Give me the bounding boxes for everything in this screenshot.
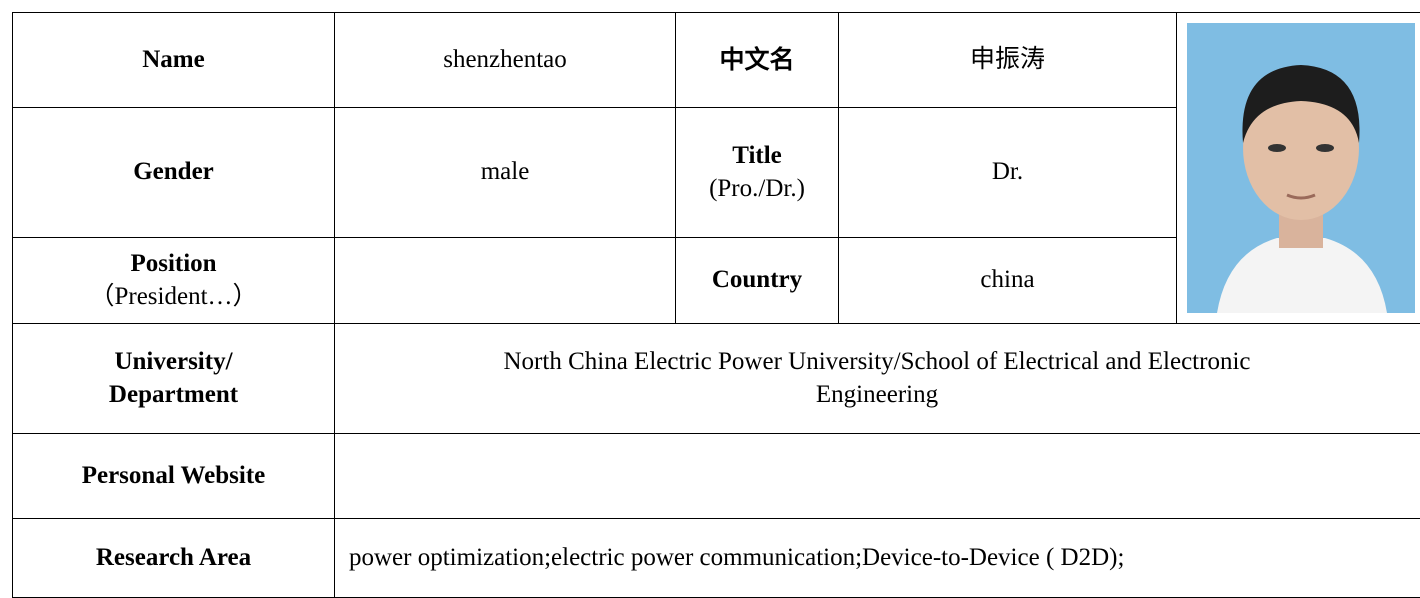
label: 中文名 xyxy=(719,44,795,74)
label: Personal Website xyxy=(81,461,266,489)
label-cell: University/Department xyxy=(12,323,335,434)
value: North China Electric Power University/Sc… xyxy=(503,348,1251,375)
value: Dr. xyxy=(991,158,1024,186)
label: Name xyxy=(142,45,205,73)
label-cell: Name xyxy=(12,12,335,108)
photo xyxy=(1187,23,1415,313)
label-cell: Gender xyxy=(12,107,335,238)
label: Gender xyxy=(133,158,214,186)
label-cell: Position （President…） xyxy=(12,237,335,324)
label-cell: Country xyxy=(675,237,839,324)
label: University/ xyxy=(114,348,233,375)
value: shenzhentao xyxy=(443,45,567,73)
value-cell: North China Electric Power University/Sc… xyxy=(334,323,1420,434)
value: Engineering xyxy=(815,380,939,408)
label-hint: (Pro./Dr.) xyxy=(709,174,805,202)
label: Country xyxy=(711,266,803,294)
value: power optimization;electric power commun… xyxy=(349,543,1125,571)
value-cell: china xyxy=(838,237,1177,324)
label: Position xyxy=(130,250,217,277)
value: male xyxy=(480,158,530,186)
value-cell: shenzhentao xyxy=(334,12,676,108)
label: Title xyxy=(732,142,782,169)
label-cell: Title (Pro./Dr.) xyxy=(675,107,839,238)
value-cell: 申振涛 xyxy=(838,12,1177,108)
value-cell: male xyxy=(334,107,676,238)
photo-cell xyxy=(1176,12,1420,324)
value-cell xyxy=(334,237,676,324)
label: Research Area xyxy=(95,543,252,571)
value-cell: Dr. xyxy=(838,107,1177,238)
value-cell xyxy=(334,433,1420,519)
label-hint: （President…） xyxy=(89,282,258,310)
value-cell: power optimization;electric power commun… xyxy=(334,518,1420,598)
label-cell: 中文名 xyxy=(675,12,839,108)
label-cell: Research Area xyxy=(12,518,335,598)
label: Department xyxy=(108,380,239,408)
label-cell: Personal Website xyxy=(12,433,335,519)
value: china xyxy=(980,266,1035,294)
value: 申振涛 xyxy=(969,45,1045,73)
